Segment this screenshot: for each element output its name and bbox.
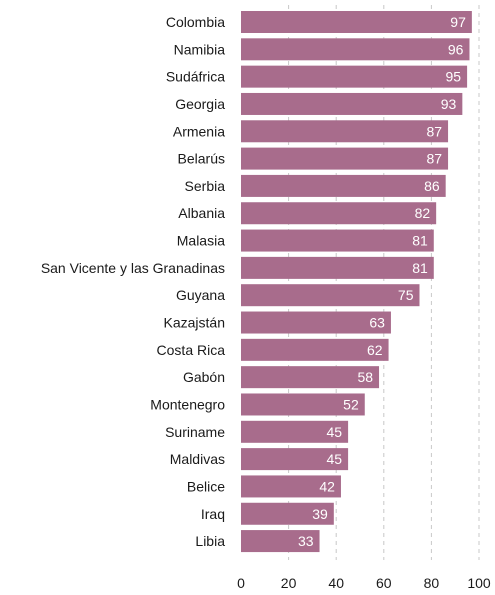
bar	[241, 393, 365, 416]
category-label: Suriname	[165, 424, 225, 440]
category-label: Albania	[178, 205, 225, 221]
category-label: Sudáfrica	[166, 69, 225, 85]
bar	[241, 448, 349, 471]
data-label: 58	[357, 369, 373, 385]
bar	[241, 311, 391, 334]
x-tick-label: 80	[424, 575, 440, 591]
data-label: 81	[412, 260, 428, 276]
data-label: 52	[343, 396, 359, 412]
x-tick-label: 60	[376, 575, 392, 591]
category-label: Georgia	[175, 96, 225, 112]
bar	[241, 530, 320, 553]
data-label: 39	[312, 506, 328, 522]
data-label: 45	[327, 424, 343, 440]
bars	[241, 11, 472, 553]
category-label: Belarús	[178, 151, 225, 167]
bar	[241, 11, 472, 33]
data-label: 86	[424, 178, 440, 194]
data-label: 95	[446, 69, 462, 85]
data-label: 93	[441, 96, 457, 112]
data-label: 87	[426, 151, 442, 167]
data-label: 42	[319, 478, 335, 494]
bar	[241, 256, 434, 279]
data-label: 96	[448, 41, 464, 57]
bar	[241, 475, 341, 498]
category-label: Iraq	[201, 506, 225, 522]
category-label: Belice	[187, 478, 225, 494]
category-label: Kazajstán	[164, 315, 225, 331]
bar	[241, 174, 446, 197]
bar	[241, 284, 420, 307]
category-label: Guyana	[176, 287, 225, 303]
bar	[241, 147, 449, 170]
category-label: Gabón	[183, 369, 225, 385]
x-axis-ticks: 0 20 40 60 80 100	[237, 575, 491, 591]
bar	[241, 366, 380, 389]
data-label: 45	[327, 451, 343, 467]
category-label: Libia	[195, 533, 225, 549]
category-label: Montenegro	[150, 396, 225, 412]
category-label: Namibia	[174, 41, 226, 57]
x-tick-label: 0	[237, 575, 245, 591]
bar	[241, 38, 470, 61]
category-label: Costa Rica	[157, 342, 226, 358]
data-label: 97	[450, 14, 466, 30]
data-label: 33	[298, 533, 314, 549]
category-label: Armenia	[173, 123, 225, 139]
bar	[241, 229, 434, 252]
bar	[241, 92, 463, 115]
data-label: 62	[367, 342, 383, 358]
category-label: Serbia	[185, 178, 226, 194]
x-tick-label: 40	[328, 575, 344, 591]
data-label: 63	[369, 315, 385, 331]
x-tick-label: 100	[467, 575, 491, 591]
category-label: Colombia	[166, 14, 225, 30]
data-label: 82	[415, 205, 431, 221]
bar	[241, 65, 468, 88]
bar	[241, 338, 389, 361]
bar	[241, 502, 334, 525]
data-label: 75	[398, 287, 414, 303]
category-labels: Colombia Namibia Sudáfrica Georgia Armenia Be…	[41, 14, 225, 549]
x-tick-label: 20	[281, 575, 297, 591]
data-label: 81	[412, 233, 428, 249]
bar	[241, 420, 349, 443]
data-label: 87	[426, 123, 442, 139]
category-label: Malasia	[177, 233, 225, 249]
category-label: San Vicente y las Granadinas	[41, 260, 225, 276]
category-label: Maldivas	[170, 451, 225, 467]
bar	[241, 202, 437, 225]
bar	[241, 120, 449, 143]
